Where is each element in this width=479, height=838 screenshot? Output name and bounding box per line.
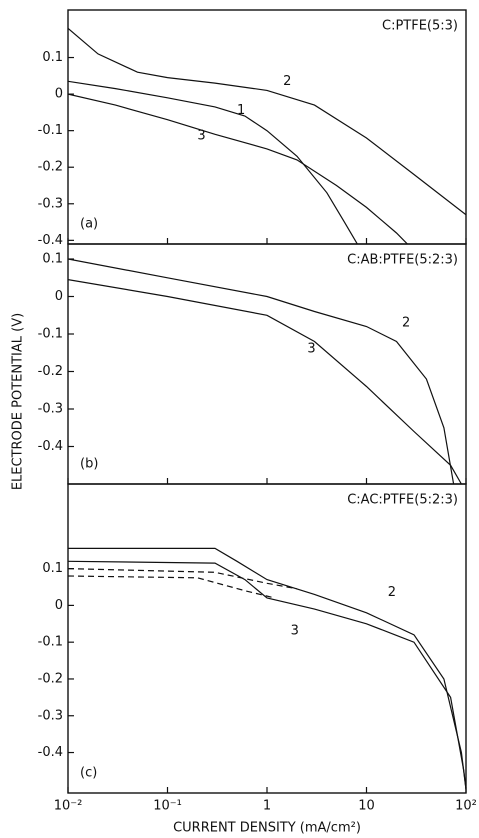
- y-tick-label: 0: [55, 289, 63, 304]
- y-tick-label: 0.1: [42, 50, 63, 65]
- curve-label: 2: [402, 315, 410, 330]
- x-tick-label: 10: [358, 799, 375, 814]
- line-series: [68, 575, 276, 599]
- y-tick-label: -0.2: [38, 671, 63, 686]
- plot-area: [68, 27, 466, 244]
- panel-label: (a): [80, 217, 98, 232]
- panel-title: C:AC:PTFE(5:2:3): [347, 493, 458, 508]
- line-series: [68, 568, 298, 590]
- y-tick-label: 0: [55, 598, 63, 613]
- y-tick-label: -0.1: [38, 635, 63, 650]
- y-tick-label: -0.1: [38, 327, 63, 342]
- y-tick-label: -0.3: [38, 708, 63, 723]
- y-tick-label: -0.2: [38, 160, 63, 175]
- y-tick-label: -0.4: [38, 233, 63, 248]
- panel-label: (c): [80, 766, 97, 781]
- panel-title: C:AB:PTFE(5:2:3): [347, 253, 458, 268]
- curve-label: 3: [197, 129, 205, 144]
- curve-label: 1: [237, 103, 245, 118]
- curve-label: 3: [307, 342, 315, 357]
- line-series: [68, 258, 455, 484]
- curve-label: 2: [388, 585, 396, 600]
- panel-frame: [67, 243, 467, 485]
- y-tick-label: -0.2: [38, 364, 63, 379]
- panel-label: (b): [80, 457, 98, 472]
- x-tick-label: 10²: [455, 799, 477, 814]
- panel-frame: [67, 9, 467, 245]
- y-tick-label: -0.1: [38, 123, 63, 138]
- y-tick-label: -0.3: [38, 196, 63, 211]
- plot-area: [68, 258, 462, 484]
- y-tick-label: 0: [55, 87, 63, 102]
- x-tick-label: 10⁻²: [54, 799, 83, 814]
- line-series: [68, 279, 462, 484]
- panel-frame: [67, 483, 467, 794]
- panel-title: C:PTFE(5:3): [382, 19, 458, 34]
- y-tick-label: 0.1: [42, 561, 63, 576]
- y-tick-label: 0.1: [42, 252, 63, 267]
- plot-area: [68, 547, 466, 790]
- line-series: [68, 80, 359, 244]
- curve-label: 2: [283, 74, 291, 89]
- line-series: [68, 27, 466, 216]
- x-axis-label: CURRENT DENSITY (mA/cm²): [173, 821, 361, 836]
- curve-label: 3: [291, 624, 299, 639]
- line-series: [68, 547, 466, 790]
- y-tick-label: -0.3: [38, 402, 63, 417]
- x-tick-label: 1: [263, 799, 271, 814]
- y-axis-label: ELECTRODE POTENTIAL (V): [11, 313, 26, 490]
- line-series: [68, 560, 466, 790]
- y-tick-label: -0.4: [38, 745, 63, 760]
- line-series: [68, 93, 409, 244]
- y-tick-label: -0.4: [38, 439, 63, 454]
- x-tick-label: 10⁻¹: [153, 799, 182, 814]
